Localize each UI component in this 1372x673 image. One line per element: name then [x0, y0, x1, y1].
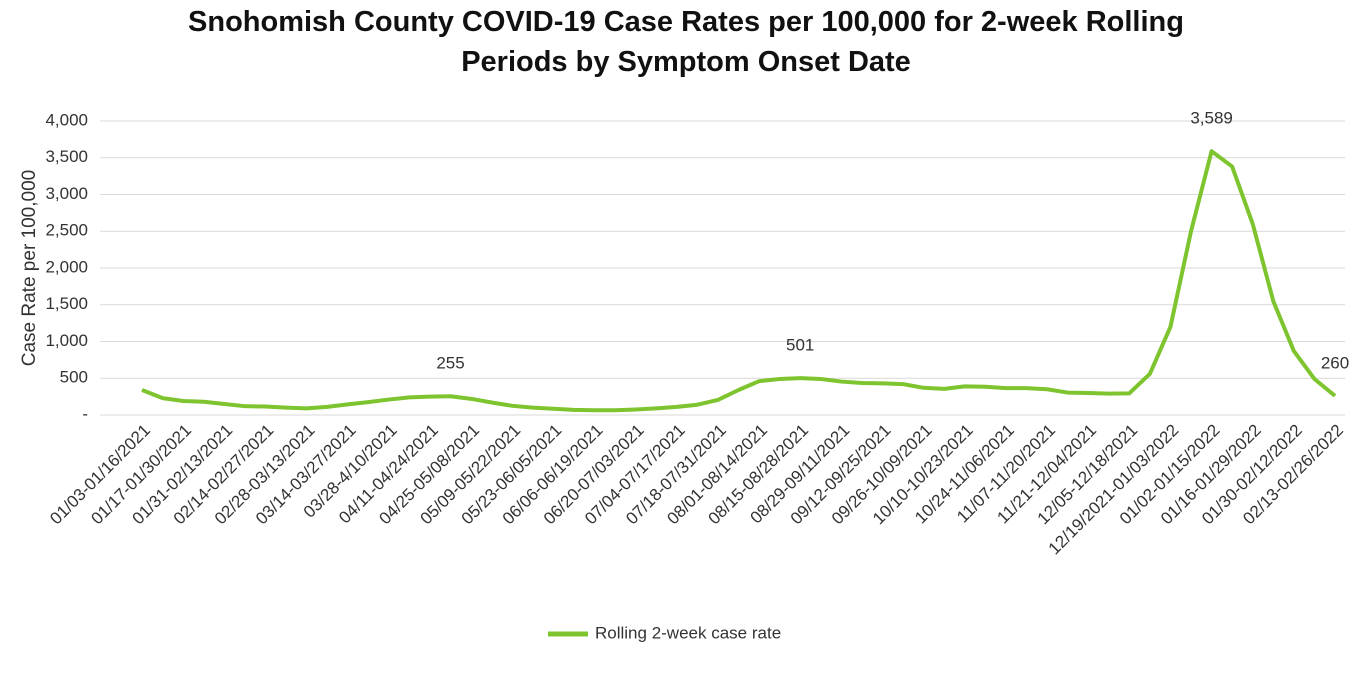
line	[141, 149, 1337, 413]
data-label: 260	[1321, 353, 1349, 372]
y-tick-label: 1,500	[45, 294, 88, 313]
chart-title: Snohomish County COVID-19 Case Rates per…	[188, 6, 1184, 78]
y-tick-label: 4,000	[45, 110, 88, 129]
y-tick-label: 2,500	[45, 221, 88, 240]
data-label: 3,589	[1190, 109, 1233, 128]
y-tick-label: 500	[60, 368, 88, 387]
y-tick-label: 2,000	[45, 257, 88, 276]
y-tick-label: 3,500	[45, 147, 88, 166]
data-label: 255	[436, 354, 464, 373]
y-tick-label: -	[82, 404, 88, 423]
y-axis-label: Case Rate per 100,000	[19, 170, 40, 366]
y-tick-label: 3,000	[45, 184, 88, 203]
legend-label: Rolling 2-week case rate	[595, 623, 781, 642]
data-label: 501	[786, 336, 814, 355]
y-tick-label: 1,000	[45, 331, 88, 350]
